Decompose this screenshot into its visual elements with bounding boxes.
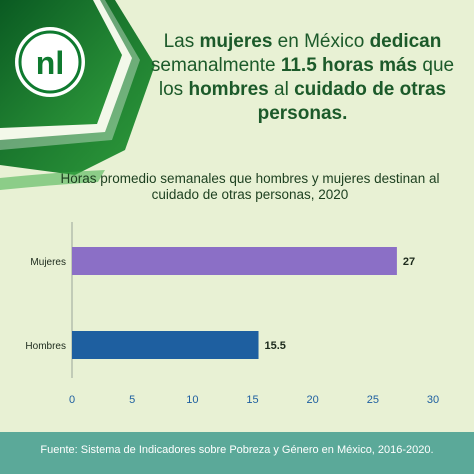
category-label: Hombres (25, 341, 66, 352)
x-tick-label: 25 (367, 394, 379, 406)
headline-part: en México (272, 31, 370, 52)
footer-band: Fuente: Sistema de Indicadores sobre Pob… (0, 432, 474, 474)
x-tick-label: 15 (246, 394, 258, 406)
headline-part: que los (158, 55, 455, 100)
headline-part: dedican (369, 31, 442, 52)
headline-part: cuidado de otras personas. (257, 79, 447, 124)
x-tick-label: 20 (307, 394, 319, 406)
headline-part: 11.5 horas (280, 55, 374, 76)
bar-hombres (72, 331, 259, 359)
chart-title: Horas promedio semanales que hombres y m… (60, 171, 440, 202)
data-label: 27 (403, 256, 415, 268)
headline-part: semanalmente (150, 55, 281, 76)
category-label: Mujeres (30, 257, 66, 268)
headline-part: al (268, 79, 295, 100)
x-tick-label: 5 (129, 394, 135, 406)
x-tick-label: 0 (69, 394, 75, 406)
bar-mujeres (72, 247, 397, 275)
headline-part: más (379, 55, 418, 76)
headline-part: mujeres (199, 31, 273, 52)
headline-part: Las (163, 31, 200, 52)
headline: Las mujeres en México dedican semanalmen… (150, 30, 455, 126)
headline-part: hombres (188, 79, 269, 100)
x-tick-label: 10 (186, 394, 198, 406)
source-note: Fuente: Sistema de Indicadores sobre Pob… (40, 444, 434, 456)
x-tick-label: 30 (427, 394, 439, 406)
logo-text: nl (36, 45, 64, 81)
logo-circle (15, 27, 85, 97)
data-label: 15.5 (265, 340, 286, 352)
